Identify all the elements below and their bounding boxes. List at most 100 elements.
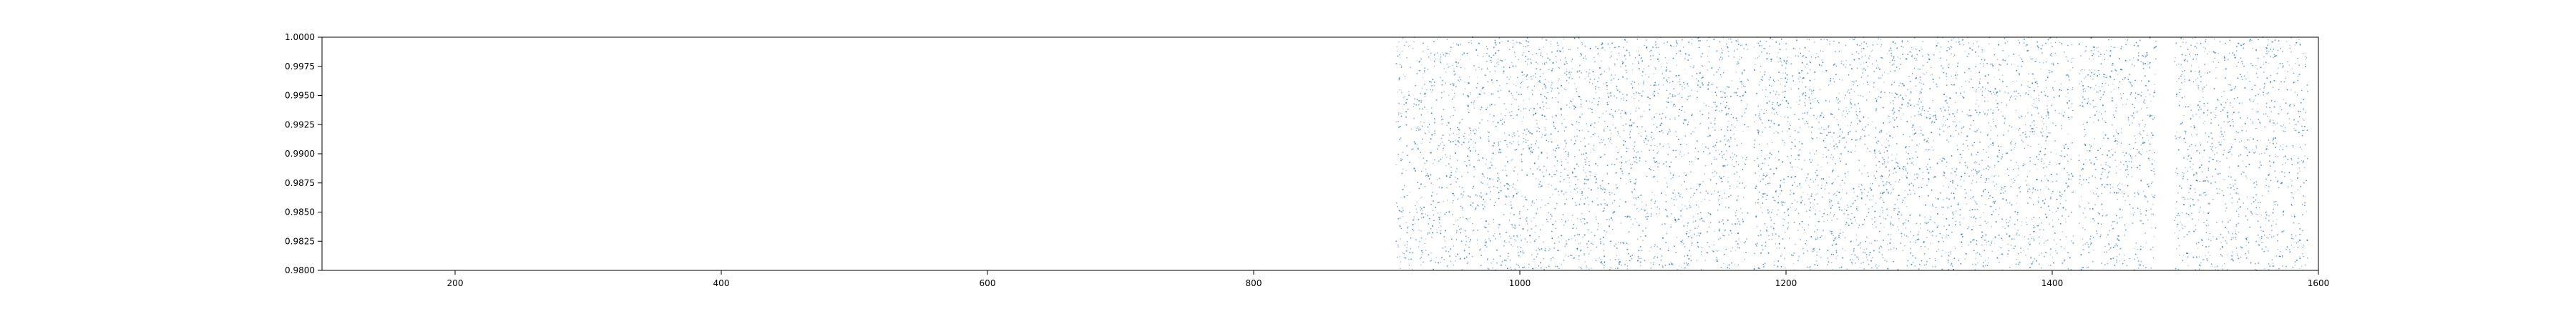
scatter-point xyxy=(2211,146,2213,148)
scatter-point xyxy=(1433,118,1435,119)
scatter-point xyxy=(1948,125,1951,127)
scatter-point xyxy=(1850,262,1853,264)
scatter-point xyxy=(1562,214,1564,216)
scatter-point xyxy=(2002,192,2004,194)
scatter-point xyxy=(1554,156,1556,158)
scatter-point xyxy=(2249,226,2250,228)
scatter-point xyxy=(1775,167,1777,170)
scatter-point xyxy=(1520,246,1522,248)
scatter-point xyxy=(1952,212,1954,215)
scatter-point xyxy=(2256,68,2258,70)
scatter-point xyxy=(1857,210,1859,212)
scatter-point xyxy=(2212,61,2215,63)
scatter-point xyxy=(1648,76,1650,78)
scatter-point xyxy=(1436,52,1438,54)
scatter-point xyxy=(1515,65,1517,67)
scatter-point xyxy=(1830,253,1833,255)
scatter-point xyxy=(1895,207,1896,210)
scatter-point xyxy=(1470,239,1472,241)
scatter-point xyxy=(1584,158,1586,160)
scatter-point xyxy=(1468,41,1470,44)
scatter-point xyxy=(1704,173,1705,175)
scatter-point xyxy=(1567,174,1569,177)
scatter-point xyxy=(1579,122,1580,124)
scatter-point xyxy=(1946,165,1947,167)
scatter-point xyxy=(2094,204,2097,206)
scatter-point xyxy=(1606,102,1609,104)
scatter-point xyxy=(1780,185,1782,187)
scatter-point xyxy=(1552,223,1554,225)
scatter-point xyxy=(1488,237,1491,240)
scatter-point xyxy=(2015,263,2017,265)
scatter-point xyxy=(1781,204,1783,206)
scatter-point xyxy=(1526,45,1528,46)
scatter-point xyxy=(1828,132,1830,134)
scatter-point xyxy=(1635,156,1637,158)
scatter-point xyxy=(2061,155,2062,157)
scatter-point xyxy=(1932,265,1933,268)
scatter-point xyxy=(2117,185,2119,187)
scatter-point xyxy=(1882,192,1883,195)
scatter-point xyxy=(2008,250,2010,252)
scatter-point xyxy=(1682,82,1684,84)
scatter-point xyxy=(1632,223,1634,225)
scatter-point xyxy=(1913,179,1916,181)
scatter-point xyxy=(1646,138,1648,139)
scatter-point xyxy=(1707,192,1709,195)
scatter-point xyxy=(2269,107,2271,109)
scatter-point xyxy=(1692,216,1694,218)
scatter-point xyxy=(1590,107,1591,109)
scatter-point xyxy=(2127,173,2129,175)
scatter-point xyxy=(2301,160,2303,162)
scatter-point xyxy=(1508,79,1511,81)
scatter-point xyxy=(1455,232,1458,234)
scatter-point xyxy=(2018,263,2020,264)
scatter-point xyxy=(1934,197,1936,198)
scatter-point xyxy=(1551,90,1552,92)
scatter-point xyxy=(2070,158,2072,160)
scatter-point xyxy=(1616,247,1618,249)
scatter-point xyxy=(1448,250,1450,252)
scatter-point xyxy=(1907,220,1910,222)
scatter-point xyxy=(2213,52,2215,54)
scatter-point xyxy=(1896,162,1898,164)
scatter-point xyxy=(1719,60,1721,62)
scatter-point xyxy=(2151,114,2153,117)
scatter-point xyxy=(1868,263,1870,265)
scatter-point xyxy=(1878,265,1880,267)
scatter-point xyxy=(2032,58,2034,60)
scatter-point xyxy=(1863,251,1864,253)
scatter-point xyxy=(2298,116,2301,117)
scatter-point xyxy=(2184,130,2185,132)
scatter-point xyxy=(1953,54,1956,56)
scatter-point xyxy=(2205,255,2206,257)
scatter-point xyxy=(2214,266,2216,268)
scatter-point xyxy=(1549,197,1551,198)
scatter-point xyxy=(2139,125,2140,127)
scatter-point xyxy=(1737,180,1739,182)
scatter-point xyxy=(1644,260,1646,262)
scatter-point xyxy=(1838,236,1840,238)
scatter-point xyxy=(1697,232,1699,234)
scatter-point xyxy=(1574,202,1576,204)
scatter-point xyxy=(2112,258,2114,260)
scatter-point xyxy=(1403,196,1405,198)
scatter-point xyxy=(1919,223,1921,225)
scatter-point xyxy=(2106,214,2108,216)
scatter-point xyxy=(2243,75,2245,77)
scatter-point xyxy=(1680,193,1682,195)
scatter-point xyxy=(1951,231,1953,233)
scatter-point xyxy=(1975,263,1976,265)
scatter-point xyxy=(2051,257,2054,258)
scatter-point xyxy=(1606,173,1609,175)
scatter-point xyxy=(1667,101,1669,104)
scatter-point xyxy=(2140,260,2142,263)
scatter-point xyxy=(1971,229,1973,231)
scatter-point xyxy=(1509,142,1511,144)
scatter-point xyxy=(2197,104,2199,107)
scatter-point xyxy=(1876,43,1878,45)
scatter-point xyxy=(1465,165,1468,167)
scatter-point xyxy=(1971,216,1972,218)
scatter-point xyxy=(1511,207,1513,209)
scatter-point xyxy=(1983,149,1984,151)
